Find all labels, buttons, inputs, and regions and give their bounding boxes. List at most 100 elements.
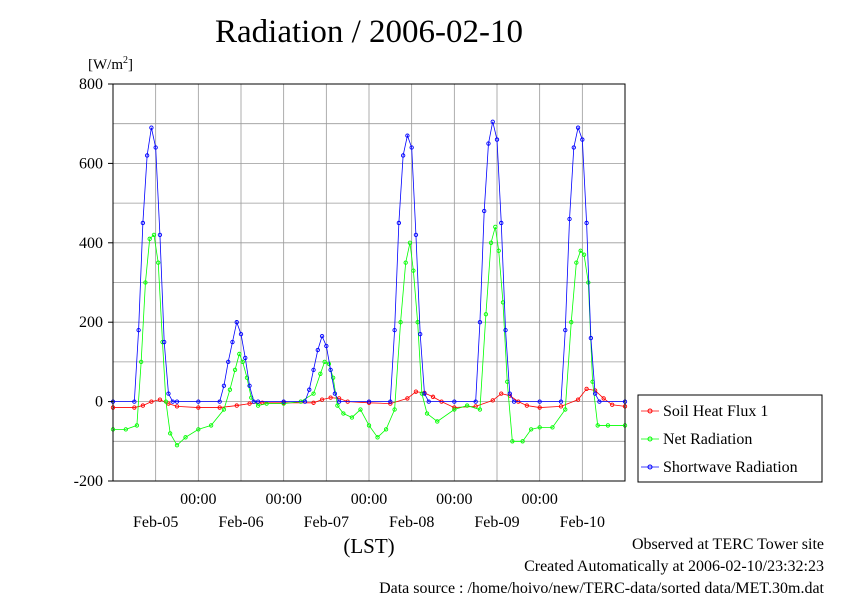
data-point bbox=[503, 327, 508, 333]
x-tick-time-label: 00:00 bbox=[180, 491, 216, 508]
data-point bbox=[486, 141, 491, 146]
data-point bbox=[217, 405, 222, 410]
data-point bbox=[315, 347, 320, 353]
data-point bbox=[163, 399, 169, 404]
data-point bbox=[452, 399, 457, 404]
data-point bbox=[307, 387, 312, 392]
data-point bbox=[149, 125, 154, 130]
y-axis-label: [W/m2] bbox=[88, 55, 133, 73]
data-point bbox=[595, 423, 600, 428]
data-point bbox=[407, 240, 413, 245]
data-point bbox=[196, 399, 201, 404]
data-point bbox=[424, 411, 430, 416]
data-point bbox=[318, 371, 323, 376]
data-point bbox=[255, 399, 261, 404]
data-point bbox=[151, 232, 157, 238]
data-point bbox=[238, 331, 244, 337]
data-point bbox=[251, 399, 256, 404]
data-point bbox=[511, 399, 517, 404]
data-point bbox=[563, 327, 568, 333]
data-point bbox=[558, 404, 564, 409]
x-tick-time-label: 00:00 bbox=[436, 491, 472, 508]
data-point bbox=[132, 399, 137, 404]
data-point bbox=[581, 252, 587, 257]
data-point bbox=[170, 399, 175, 404]
data-point bbox=[255, 403, 261, 408]
data-point bbox=[567, 216, 572, 222]
footer-observed: Observed at TERC Tower site bbox=[631, 536, 824, 553]
data-point bbox=[537, 425, 542, 430]
data-point bbox=[578, 248, 583, 253]
x-axis-ticks: 00:00Feb-0500:00Feb-0600:00Feb-0700:00Fe… bbox=[133, 491, 605, 531]
x-tick-date-label: Feb-10 bbox=[560, 514, 605, 531]
x-tick-date-label: Feb-09 bbox=[474, 514, 519, 531]
data-point bbox=[418, 331, 423, 337]
grid-lines bbox=[113, 83, 625, 482]
data-point bbox=[157, 397, 163, 402]
data-point bbox=[134, 423, 140, 428]
data-point bbox=[247, 383, 252, 388]
data-point bbox=[166, 391, 171, 396]
data-point bbox=[403, 260, 408, 265]
data-point bbox=[240, 359, 245, 365]
x-tick-time-label: 00:00 bbox=[351, 491, 387, 508]
x-tick-date-label: Feb-07 bbox=[304, 514, 349, 531]
data-point bbox=[144, 153, 150, 158]
data-point bbox=[584, 220, 589, 226]
data-point bbox=[398, 320, 403, 325]
data-point bbox=[319, 333, 325, 339]
footer-created: Created Automatically at 2006-02-10/23:3… bbox=[524, 558, 824, 575]
data-point bbox=[477, 320, 483, 325]
data-point bbox=[494, 137, 500, 142]
data-point bbox=[341, 411, 346, 416]
data-point bbox=[426, 399, 431, 404]
data-point bbox=[302, 399, 308, 404]
series-net-radiation bbox=[110, 224, 628, 448]
x-axis-label: (LST) bbox=[343, 534, 394, 558]
data-point bbox=[575, 125, 581, 130]
data-point bbox=[409, 145, 414, 150]
data-point bbox=[388, 399, 393, 404]
data-point bbox=[153, 145, 158, 150]
data-point bbox=[464, 403, 470, 408]
data-point bbox=[232, 367, 238, 372]
data-point bbox=[490, 398, 495, 403]
data-point bbox=[490, 119, 495, 124]
data-point bbox=[234, 403, 239, 408]
data-point bbox=[123, 427, 128, 432]
data-point bbox=[234, 320, 239, 325]
plot-frame bbox=[112, 83, 626, 482]
data-point bbox=[592, 391, 598, 396]
data-point bbox=[435, 419, 440, 424]
data-point bbox=[311, 400, 316, 405]
data-point bbox=[419, 391, 425, 396]
chart-title: Radiation / 2006-02-10 bbox=[215, 14, 523, 50]
legend-label: Soil Heat Flux 1 bbox=[663, 403, 768, 420]
x-tick-time-label: 00:00 bbox=[521, 491, 557, 508]
data-point bbox=[168, 431, 173, 436]
data-point bbox=[196, 427, 201, 432]
data-point bbox=[247, 401, 252, 406]
data-point bbox=[183, 435, 188, 440]
data-point bbox=[520, 439, 525, 444]
data-point bbox=[601, 396, 606, 401]
data-point bbox=[227, 387, 233, 392]
data-point bbox=[413, 232, 419, 238]
data-point bbox=[226, 359, 231, 365]
data-point bbox=[496, 248, 501, 253]
data-point bbox=[221, 407, 227, 412]
y-tick-label: 600 bbox=[79, 155, 103, 172]
data-point bbox=[221, 383, 227, 388]
data-point bbox=[580, 137, 585, 142]
x-tick-date-label: Feb-05 bbox=[133, 514, 178, 531]
y-axis-ticks: -200 0 200 400 600 800 bbox=[74, 76, 113, 490]
x-tick-date-label: Feb-06 bbox=[218, 514, 263, 531]
data-point bbox=[366, 423, 372, 428]
series-line bbox=[113, 121, 625, 403]
data-point bbox=[411, 268, 416, 273]
x-tick-date-label: Feb-08 bbox=[389, 514, 434, 531]
data-point bbox=[358, 407, 363, 412]
data-point bbox=[328, 367, 333, 372]
data-point bbox=[174, 399, 180, 404]
